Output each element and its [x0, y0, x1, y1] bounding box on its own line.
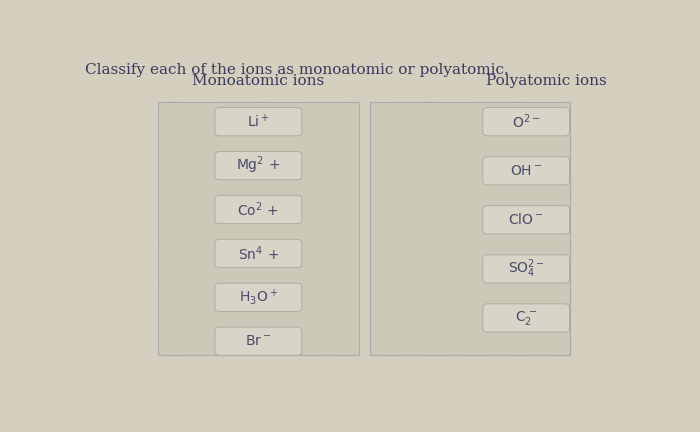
Text: $\mathrm{Br^-}$: $\mathrm{Br^-}$ [245, 334, 272, 348]
Text: Monoatomic ions: Monoatomic ions [193, 74, 325, 89]
Text: $\mathrm{C_2^{\,-}}$: $\mathrm{C_2^{\,-}}$ [515, 309, 538, 327]
FancyBboxPatch shape [215, 239, 302, 267]
Text: $\mathrm{OH^-}$: $\mathrm{OH^-}$ [510, 164, 542, 178]
FancyBboxPatch shape [483, 157, 570, 185]
FancyBboxPatch shape [215, 283, 302, 311]
FancyBboxPatch shape [483, 255, 570, 283]
Text: $\mathrm{SO_4^{2-}}$: $\mathrm{SO_4^{2-}}$ [508, 257, 545, 280]
Text: $\mathrm{Mg^{2}\,+}$: $\mathrm{Mg^{2}\,+}$ [236, 155, 281, 176]
Text: $\mathrm{ClO^-}$: $\mathrm{ClO^-}$ [508, 212, 544, 227]
Text: $\mathrm{O^{2-}}$: $\mathrm{O^{2-}}$ [512, 112, 540, 131]
Text: $\mathrm{Co^{2}\,+}$: $\mathrm{Co^{2}\,+}$ [237, 200, 279, 219]
Text: $\mathrm{H_3O^+}$: $\mathrm{H_3O^+}$ [239, 287, 278, 307]
FancyBboxPatch shape [370, 102, 570, 355]
FancyBboxPatch shape [215, 152, 302, 180]
FancyBboxPatch shape [215, 327, 302, 356]
FancyBboxPatch shape [215, 195, 302, 224]
FancyBboxPatch shape [483, 304, 570, 332]
FancyBboxPatch shape [483, 108, 570, 136]
Text: Classify each of the ions as monoatomic or polyatomic.: Classify each of the ions as monoatomic … [85, 64, 508, 77]
Text: $\mathrm{Sn^{4}\,+}$: $\mathrm{Sn^{4}\,+}$ [238, 244, 279, 263]
FancyBboxPatch shape [158, 102, 358, 355]
Text: Polyatomic ions: Polyatomic ions [486, 74, 606, 89]
FancyBboxPatch shape [215, 108, 302, 136]
Text: $\mathrm{Li^+}$: $\mathrm{Li^+}$ [247, 113, 270, 130]
FancyBboxPatch shape [483, 206, 570, 234]
